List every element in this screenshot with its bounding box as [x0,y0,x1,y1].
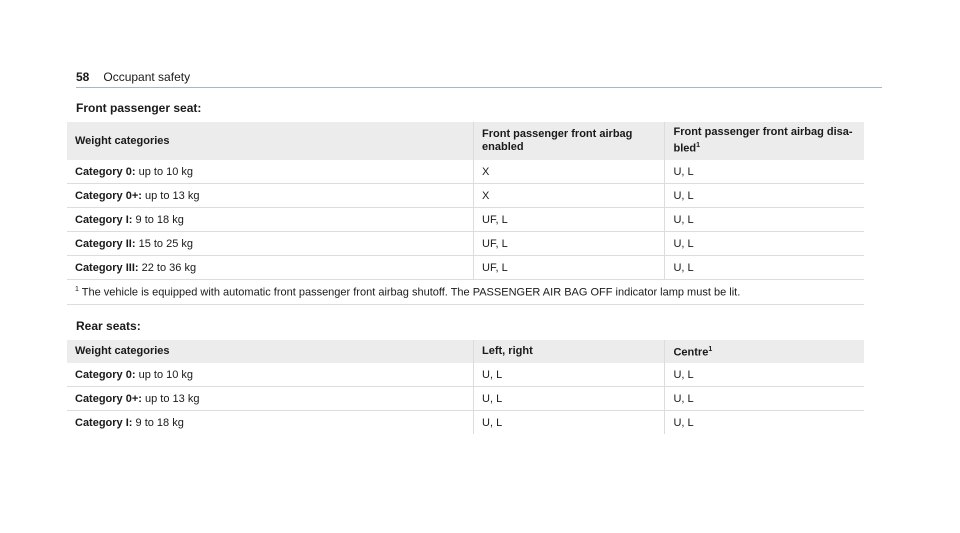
category-label: Category II: [75,237,136,250]
weight-category-cell: Category II: 15 to 25 kg [67,231,474,256]
page-number: 58 [76,70,90,84]
airbag-enabled-cell: UF, L [473,207,665,232]
weight-category-cell: Category 0+: up to 13 kg [67,183,474,208]
airbag-disabled-cell: U, L [664,207,864,232]
airbag-enabled-cell: UF, L [473,231,665,256]
airbag-enabled-cell: X [473,183,665,208]
airbag-disabled-cell: U, L [664,231,864,256]
left-right-cell: U, L [473,363,665,387]
rear-seats-table: Weight categories Left, right Centre1 Ca… [67,340,864,434]
category-label: Category 0: [75,165,136,178]
col-airbag-disabled-label: Front passenger front airbag disa- bled [673,126,853,155]
airbag-disabled-cell: U, L [664,160,864,184]
weight-category-cell: Category 0: up to 10 kg [67,363,474,387]
front-seat-heading: Front passenger seat: [76,101,202,115]
airbag-disabled-cell: U, L [664,183,864,208]
weight-range: 9 to 18 kg [135,213,184,226]
footnote-row: 1 The vehicle is equipped with automatic… [67,279,864,305]
category-label: Category 0+: [75,189,142,202]
col-airbag-disabled: Front passenger front airbag disa- bled1 [664,122,864,160]
col-left-right: Left, right [473,340,665,363]
table-row: Category 0+: up to 13 kg U, L U, L [67,386,864,411]
weight-range: 9 to 18 kg [135,416,184,429]
table-row: Category II: 15 to 25 kg UF, L U, L [67,231,864,256]
category-label: Category I: [75,416,133,429]
airbag-enabled-cell: X [473,160,665,184]
table-row: Category 0+: up to 13 kg X U, L [67,183,864,208]
left-right-cell: U, L [473,410,665,434]
col-centre-label: Centre [673,346,709,359]
weight-range: up to 13 kg [145,392,200,405]
weight-category-cell: Category I: 9 to 18 kg [67,411,474,435]
table-header-row: Weight categories Left, right Centre1 [67,340,864,363]
weight-category-cell: Category III: 22 to 36 kg [67,255,474,280]
footnote-mark: 1 [75,285,79,293]
table-row: Category I: 9 to 18 kg U, L U, L [67,410,864,435]
col-weight-categories: Weight categories [67,340,474,363]
weight-range: 15 to 25 kg [138,237,194,250]
col-weight-categories: Weight categories [67,122,474,160]
weight-range: up to 10 kg [138,368,194,381]
category-label: Category III: [75,261,139,274]
table-row: Category III: 22 to 36 kg UF, L U, L [67,255,864,280]
front-seat-table: Weight categories Front passenger front … [67,122,864,305]
section-title-header: Occupant safety [103,70,191,84]
category-label: Category I: [75,213,133,226]
weight-range: 22 to 36 kg [141,261,197,274]
footnote-ref: 1 [696,142,701,150]
weight-range: up to 13 kg [145,189,200,202]
footnote-ref: 1 [708,346,713,354]
weight-range: up to 10 kg [138,165,194,178]
header-divider [76,87,882,88]
category-label: Category 0+: [75,392,142,405]
table-row: Category I: 9 to 18 kg UF, L U, L [67,207,864,232]
airbag-disabled-cell: U, L [664,255,864,280]
weight-category-cell: Category 0+: up to 13 kg [67,386,474,411]
weight-category-cell: Category 0: up to 10 kg [67,160,474,184]
table-row: Category 0: up to 10 kg X U, L [67,160,864,184]
table-row: Category 0: up to 10 kg U, L U, L [67,363,864,387]
col-centre: Centre1 [664,340,864,363]
weight-category-cell: Category I: 9 to 18 kg [67,207,474,232]
category-label: Category 0: [75,368,136,381]
col-airbag-enabled: Front passenger front airbag enabled [473,122,665,160]
page-header: 58 Occupant safety [76,70,190,84]
left-right-cell: U, L [473,386,665,411]
centre-cell: U, L [664,386,864,411]
centre-cell: U, L [664,363,864,387]
table-header-row: Weight categories Front passenger front … [67,122,864,160]
rear-seats-heading: Rear seats: [76,319,141,333]
airbag-enabled-cell: UF, L [473,255,665,280]
footnote-text: The vehicle is equipped with automatic f… [81,286,741,299]
centre-cell: U, L [664,410,864,434]
